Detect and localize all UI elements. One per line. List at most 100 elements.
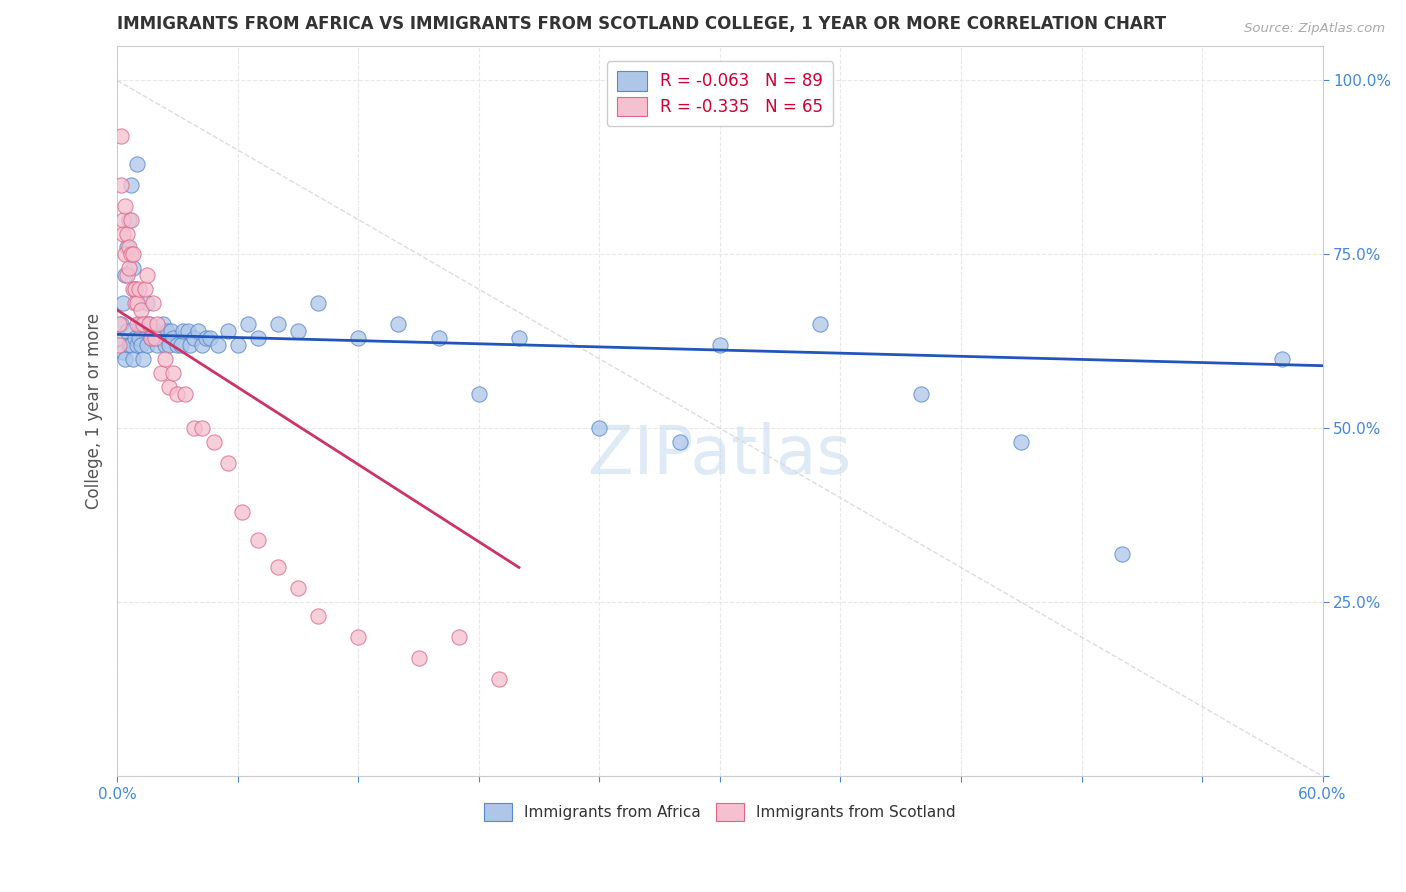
Point — [287, 582, 309, 596]
Point — [114, 247, 136, 261]
Point — [142, 296, 165, 310]
Point — [207, 338, 229, 352]
Point — [155, 351, 177, 366]
Point — [246, 331, 269, 345]
Point — [267, 560, 290, 574]
Point — [157, 379, 180, 393]
Point — [146, 317, 169, 331]
Point — [179, 338, 201, 352]
Point — [129, 303, 152, 318]
Point — [468, 386, 491, 401]
Point — [183, 421, 205, 435]
Point — [128, 331, 150, 345]
Point — [347, 331, 370, 345]
Point — [1111, 547, 1133, 561]
Point — [307, 296, 329, 310]
Point — [118, 261, 141, 276]
Point — [122, 261, 145, 276]
Point — [115, 227, 138, 241]
Point — [128, 282, 150, 296]
Point — [190, 421, 212, 435]
Point — [128, 317, 150, 331]
Point — [194, 331, 217, 345]
Point — [709, 338, 731, 352]
Point — [427, 331, 450, 345]
Point — [166, 386, 188, 401]
Point — [143, 331, 166, 345]
Point — [447, 630, 470, 644]
Y-axis label: College, 1 year or more: College, 1 year or more — [86, 313, 103, 509]
Point — [136, 268, 159, 283]
Point — [136, 338, 159, 352]
Point — [1271, 351, 1294, 366]
Point — [134, 282, 156, 296]
Point — [124, 296, 146, 310]
Text: ZIPatlas: ZIPatlas — [588, 422, 852, 488]
Point — [488, 672, 510, 686]
Point — [115, 324, 138, 338]
Point — [231, 505, 253, 519]
Point — [108, 317, 131, 331]
Point — [120, 247, 142, 261]
Point — [132, 351, 155, 366]
Point — [110, 317, 132, 331]
Point — [217, 456, 239, 470]
Point — [408, 651, 430, 665]
Text: Source: ZipAtlas.com: Source: ZipAtlas.com — [1244, 22, 1385, 36]
Point — [668, 435, 690, 450]
Point — [152, 317, 174, 331]
Point — [127, 296, 149, 310]
Point — [115, 268, 138, 283]
Point — [143, 324, 166, 338]
Point — [187, 324, 209, 338]
Point — [114, 268, 136, 283]
Point — [138, 317, 160, 331]
Point — [120, 212, 142, 227]
Point — [162, 366, 184, 380]
Point — [141, 331, 163, 345]
Point — [118, 338, 141, 352]
Point — [118, 212, 141, 227]
Point — [287, 324, 309, 338]
Point — [198, 331, 221, 345]
Point — [112, 212, 135, 227]
Point — [183, 331, 205, 345]
Point — [155, 338, 177, 352]
Text: IMMIGRANTS FROM AFRICA VS IMMIGRANTS FROM SCOTLAND COLLEGE, 1 YEAR OR MORE CORRE: IMMIGRANTS FROM AFRICA VS IMMIGRANTS FRO… — [117, 15, 1167, 33]
Point — [202, 435, 225, 450]
Point — [166, 338, 188, 352]
Point — [307, 609, 329, 624]
Point — [146, 338, 169, 352]
Point — [124, 282, 146, 296]
Point — [138, 317, 160, 331]
Point — [122, 282, 145, 296]
Point — [132, 317, 155, 331]
Point — [112, 296, 135, 310]
Point — [173, 324, 195, 338]
Point — [118, 240, 141, 254]
Point — [115, 240, 138, 254]
Point — [160, 324, 183, 338]
Point — [150, 331, 173, 345]
Point — [110, 178, 132, 192]
Point — [174, 386, 197, 401]
Point — [217, 324, 239, 338]
Point — [127, 338, 149, 352]
Point — [170, 338, 193, 352]
Point — [124, 331, 146, 345]
Point — [1010, 435, 1032, 450]
Point — [910, 386, 932, 401]
Point — [114, 351, 136, 366]
Point — [246, 533, 269, 547]
Point — [387, 317, 409, 331]
Point — [141, 331, 163, 345]
Point — [157, 338, 180, 352]
Point — [162, 331, 184, 345]
Point — [129, 338, 152, 352]
Point — [120, 178, 142, 192]
Point — [122, 247, 145, 261]
Point — [150, 366, 173, 380]
Point — [114, 199, 136, 213]
Point — [190, 338, 212, 352]
Point — [110, 129, 132, 144]
